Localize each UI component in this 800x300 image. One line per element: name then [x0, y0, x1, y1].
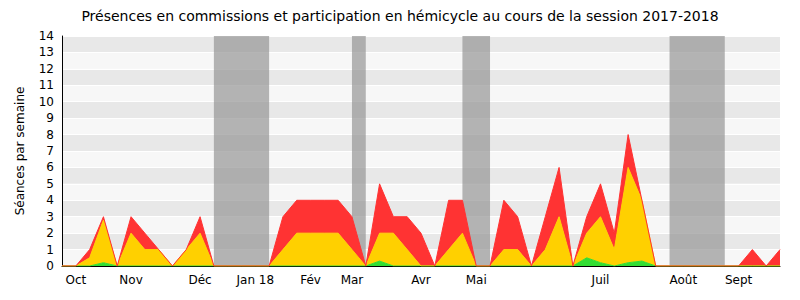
svg-text:7: 7: [46, 144, 54, 158]
svg-text:Nov: Nov: [119, 273, 142, 287]
svg-text:Mai: Mai: [466, 273, 487, 287]
svg-text:Juil: Juil: [591, 273, 610, 287]
svg-text:13: 13: [39, 45, 54, 59]
svg-text:9: 9: [46, 111, 54, 125]
svg-text:Séances par semaine: Séances par semaine: [13, 87, 27, 216]
svg-text:Déc: Déc: [188, 273, 211, 287]
svg-text:10: 10: [39, 95, 54, 109]
svg-text:Fév: Fév: [300, 273, 321, 287]
svg-text:Mar: Mar: [341, 273, 364, 287]
svg-text:3: 3: [46, 210, 54, 224]
svg-text:12: 12: [39, 62, 54, 76]
svg-text:Présences en commissions et pa: Présences en commissions et participatio…: [81, 8, 718, 24]
svg-text:6: 6: [46, 160, 54, 174]
svg-text:Jan 18: Jan 18: [236, 273, 275, 287]
svg-text:Août: Août: [670, 273, 698, 287]
svg-text:1: 1: [46, 243, 54, 257]
svg-text:Sept: Sept: [725, 273, 753, 287]
svg-text:0: 0: [46, 259, 54, 273]
svg-text:8: 8: [46, 128, 54, 142]
svg-text:Oct: Oct: [65, 273, 86, 287]
svg-text:Avr: Avr: [411, 273, 431, 287]
svg-text:14: 14: [39, 29, 54, 43]
svg-text:4: 4: [46, 193, 54, 207]
svg-text:2: 2: [46, 226, 54, 240]
svg-text:11: 11: [39, 78, 54, 92]
svg-text:5: 5: [46, 177, 54, 191]
